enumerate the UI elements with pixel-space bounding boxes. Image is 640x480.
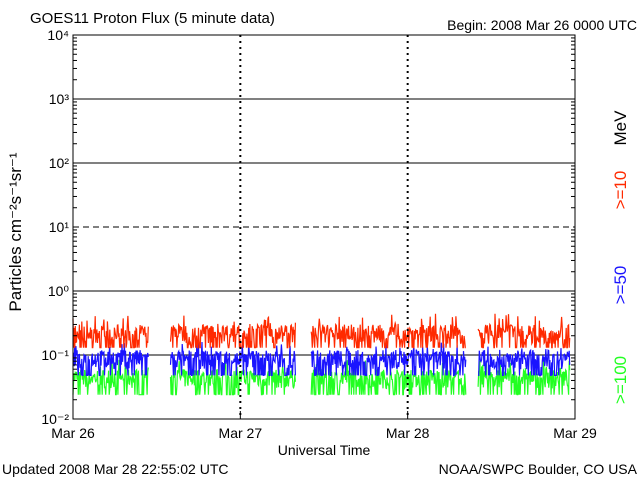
x-tick-label-1: Mar 27 xyxy=(219,425,263,441)
credit: NOAA/SWPC Boulder, CO USA xyxy=(439,461,638,477)
x-tick-label-0: Mar 26 xyxy=(51,425,95,441)
y-tick-label-1: 10³ xyxy=(49,91,70,107)
y-tick-labels: 10⁴ 10³ 10² 10¹ 10⁰ 10⁻¹ 10⁻² xyxy=(41,27,69,427)
legend: MeV >=10 >=50 >=100 xyxy=(611,110,630,404)
y-tick-label-2: 10² xyxy=(49,155,70,171)
y-axis-label: Particles cm⁻²s⁻¹sr⁻¹ xyxy=(6,152,25,311)
y-tick-label-3: 10¹ xyxy=(49,219,70,235)
y-tick-label-0: 10⁴ xyxy=(47,27,69,43)
y-tick-label-6: 10⁻² xyxy=(41,411,69,427)
legend-item-ge50: >=50 xyxy=(611,266,630,305)
series-trace-1 xyxy=(72,341,571,376)
legend-item-ge100: >=100 xyxy=(611,356,630,404)
updated-time: Updated 2008 Mar 28 22:55:02 UTC xyxy=(2,461,228,477)
begin-time: Begin: 2008 Mar 26 0000 UTC xyxy=(447,17,637,33)
chart-title: GOES11 Proton Flux (5 minute data) xyxy=(30,10,275,27)
x-axis-label: Universal Time xyxy=(278,442,371,458)
legend-item-ge10: >=10 xyxy=(611,171,630,210)
series-layer xyxy=(72,313,571,396)
plot-frame xyxy=(72,34,576,420)
y-tick-label-5: 10⁻¹ xyxy=(41,347,69,363)
x-tick-label-3: Mar 29 xyxy=(553,425,597,441)
y-tick-label-4: 10⁰ xyxy=(48,283,70,299)
x-tick-labels: Mar 26 Mar 27 Mar 28 Mar 29 xyxy=(51,425,597,441)
threshold-lines xyxy=(73,98,575,356)
legend-unit: MeV xyxy=(611,110,630,146)
series-trace-2 xyxy=(72,359,571,396)
x-tick-label-2: Mar 28 xyxy=(386,425,430,441)
series-trace-0 xyxy=(72,313,571,349)
